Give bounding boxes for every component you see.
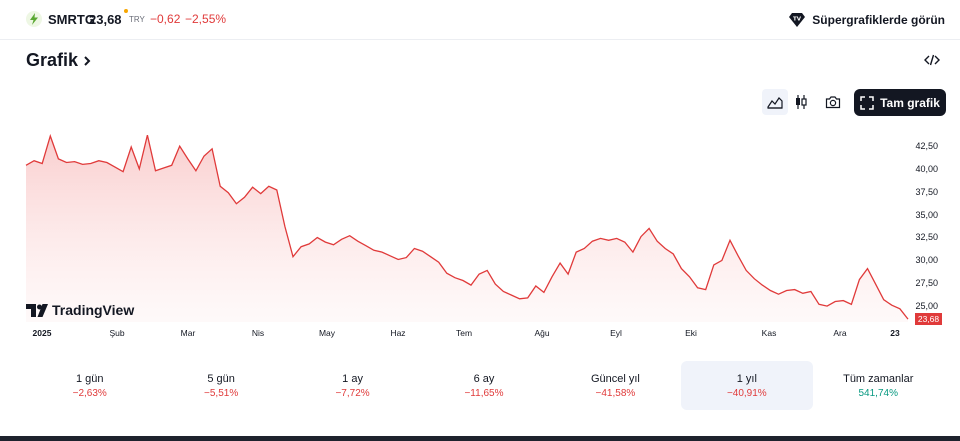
chevron-right-icon bbox=[84, 55, 91, 66]
time-tick-label: May bbox=[318, 328, 336, 338]
period-label: 1 gün bbox=[75, 372, 104, 385]
price-tick-label: 25,00 bbox=[915, 301, 938, 311]
tradingview-wordmark: TradingView bbox=[52, 302, 135, 318]
period-button[interactable]: 6 ay −11,65% bbox=[418, 361, 549, 410]
price-tick-label: 32,50 bbox=[915, 232, 938, 243]
bottom-bar bbox=[0, 436, 960, 441]
full-chart-label: Tam grafik bbox=[880, 95, 940, 110]
price-tick-label: 37,50 bbox=[915, 186, 938, 197]
time-tick-label: 2025 bbox=[32, 328, 52, 338]
market-status-dot bbox=[124, 9, 128, 13]
chart-section-title[interactable]: Grafik bbox=[26, 50, 92, 71]
time-tick-label: Eyl bbox=[610, 328, 622, 338]
symbol-currency: TRY bbox=[129, 15, 145, 24]
candlestick-icon bbox=[796, 95, 807, 109]
symbol-price: 23,68 bbox=[89, 12, 122, 27]
tradingview-logo[interactable]: TradingView bbox=[26, 302, 134, 318]
price-area-fill bbox=[26, 135, 908, 322]
price-tick-label: 35,00 bbox=[915, 209, 938, 220]
chart-type-toggle bbox=[762, 89, 814, 115]
period-button[interactable]: 1 gün −2,63% bbox=[24, 361, 155, 410]
period-label: Tüm zamanlar bbox=[843, 372, 914, 385]
open-supercharts-link[interactable]: TV Süpergrafiklerde görün bbox=[788, 11, 945, 29]
screenshot-button[interactable] bbox=[820, 89, 846, 115]
fullscreen-icon bbox=[860, 95, 874, 110]
time-tick-label: Nis bbox=[251, 328, 265, 338]
period-change: −11,65% bbox=[464, 387, 504, 399]
time-tick-label: Haz bbox=[390, 328, 406, 338]
period-change: 541,74% bbox=[858, 387, 898, 399]
period-button[interactable]: Güncel yıl −41,58% bbox=[550, 361, 681, 410]
supercharts-icon: TV bbox=[789, 13, 806, 27]
period-change: −5,51% bbox=[204, 387, 239, 399]
period-label: 5 gün bbox=[207, 372, 235, 385]
section-title-text: Grafik bbox=[26, 50, 79, 70]
period-change: −40,91% bbox=[726, 387, 767, 399]
period-change: −2,63% bbox=[72, 387, 107, 399]
period-selector: 1 gün −2,63% 5 gün −5,51% 1 ay −7,72% 6 ay −11,… bbox=[24, 361, 944, 410]
camera-icon bbox=[825, 96, 841, 109]
time-tick-label: Ağu bbox=[534, 328, 550, 338]
svg-text:TV: TV bbox=[793, 17, 802, 23]
symbol-logo-icon bbox=[26, 11, 42, 27]
time-tick-label: Tem bbox=[455, 328, 473, 338]
period-button[interactable]: 5 gün −5,51% bbox=[155, 361, 286, 410]
symbol-change: −0,62 bbox=[150, 12, 181, 26]
time-tick-label: Mar bbox=[180, 328, 196, 338]
time-tick-label: Ara bbox=[833, 328, 847, 338]
last-price-badge: 23,68 bbox=[915, 313, 942, 325]
price-line bbox=[25, 133, 909, 320]
period-button[interactable]: Tüm zamanlar 541,74% bbox=[813, 361, 944, 410]
candle-chart-button[interactable] bbox=[788, 89, 814, 115]
symbol-name[interactable]: SMRTG bbox=[48, 12, 95, 27]
period-change: −41,58% bbox=[595, 387, 636, 399]
price-tick-label: 42,50 bbox=[915, 141, 938, 151]
supercharts-label: Süpergrafiklerde görün bbox=[812, 13, 945, 27]
area-chart-button[interactable] bbox=[762, 89, 788, 115]
period-label: 6 ay bbox=[473, 372, 495, 385]
full-chart-button[interactable]: Tam grafik bbox=[854, 89, 946, 116]
time-tick-label: Eki bbox=[685, 328, 697, 338]
symbol-header: SMRTG 23,68 TRY −0,62 −2,55% TV Süpergra… bbox=[0, 0, 960, 40]
price-tick-label: 27,50 bbox=[915, 278, 938, 289]
embed-code-button[interactable] bbox=[924, 52, 940, 68]
tradingview-logo-icon bbox=[26, 303, 48, 317]
price-tick-label: 30,00 bbox=[915, 255, 938, 266]
period-button[interactable]: 1 ay −7,72% bbox=[287, 361, 418, 410]
symbol-change-percent: −2,55% bbox=[185, 12, 227, 26]
price-chart[interactable] bbox=[0, 125, 960, 325]
time-tick-label: Kas bbox=[761, 328, 777, 338]
period-label: Güncel yıl bbox=[590, 372, 640, 385]
period-label: 1 yıl bbox=[736, 372, 757, 385]
price-tick-label: 40,00 bbox=[915, 163, 938, 174]
time-tick-label: 23 bbox=[890, 328, 900, 338]
period-button[interactable]: 1 yıl −40,91% bbox=[681, 361, 813, 410]
period-change: −7,72% bbox=[335, 387, 370, 399]
time-tick-label: Şub bbox=[109, 328, 125, 338]
code-icon bbox=[924, 54, 940, 66]
period-label: 1 ay bbox=[342, 372, 363, 385]
area-chart-icon bbox=[767, 97, 783, 109]
